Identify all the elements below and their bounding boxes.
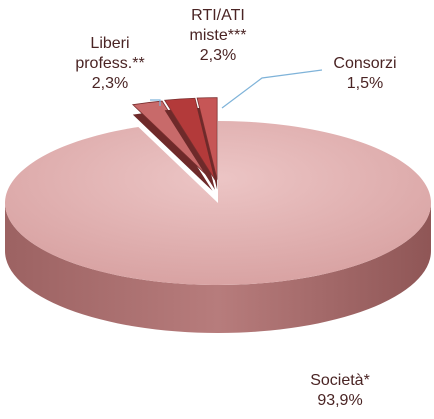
slice-label: Consorzi 1,5%: [333, 55, 396, 92]
slice-top: [131, 100, 213, 182]
slice-label: Liberi profess.** 2,3%: [75, 35, 144, 92]
category-name: Consorzi: [333, 55, 396, 72]
slice: [196, 97, 218, 190]
slice-side: [164, 108, 216, 190]
slice: [5, 121, 432, 333]
category-name-cont: miste***: [190, 27, 247, 44]
category-name: Liberi: [90, 35, 129, 52]
slice-top: [5, 121, 432, 285]
slice-label: Società* 93,9%: [310, 372, 370, 409]
slice: [163, 97, 216, 190]
leader-line: [221, 69, 323, 109]
category-name: RTI/ATI: [191, 7, 245, 24]
slice-top: [196, 97, 218, 180]
slice-label: RTI/ATI miste*** 2,3%: [190, 7, 247, 64]
category-name: Società*: [310, 372, 370, 389]
value-label: 93,9%: [317, 392, 362, 409]
value-label: 1,5%: [347, 75, 383, 92]
leader-lines: [150, 69, 323, 109]
slice-top: [163, 97, 216, 181]
value-label: 2,3%: [92, 75, 128, 92]
slice-side: [5, 203, 431, 333]
slice-side: [132, 111, 213, 191]
value-label: 2,3%: [200, 47, 236, 64]
leader-line: [150, 99, 161, 106]
slice: [131, 100, 213, 191]
category-name-cont: profess.**: [75, 55, 144, 72]
